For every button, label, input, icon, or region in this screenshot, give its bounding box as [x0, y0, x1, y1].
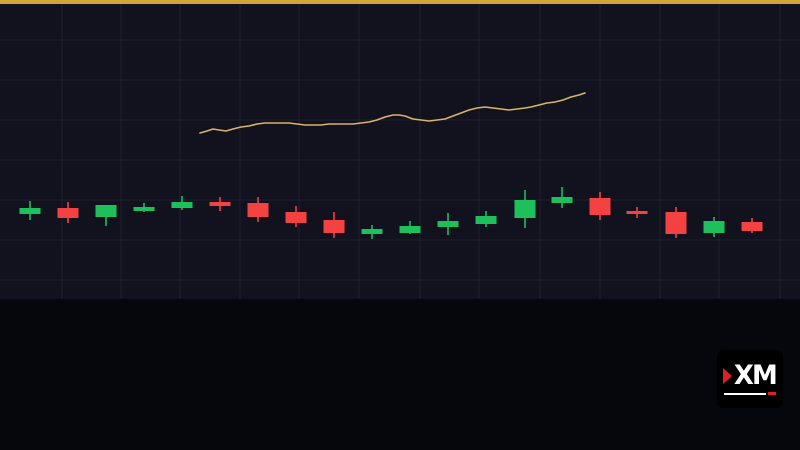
xm-arrow-icon [723, 368, 733, 384]
xm-logo-text: XM [734, 360, 778, 391]
xm-logo: XM [717, 350, 783, 408]
xm-underline-red [768, 392, 776, 395]
xm-underline-white [724, 392, 766, 395]
xm-logo-underline [724, 392, 776, 395]
top-accent-bar [0, 0, 800, 4]
candlestick-chart [0, 4, 800, 299]
xm-logo-row: XM [723, 360, 778, 391]
caption-band: Best Currency Pairs For Beginner Traders… [0, 299, 800, 450]
